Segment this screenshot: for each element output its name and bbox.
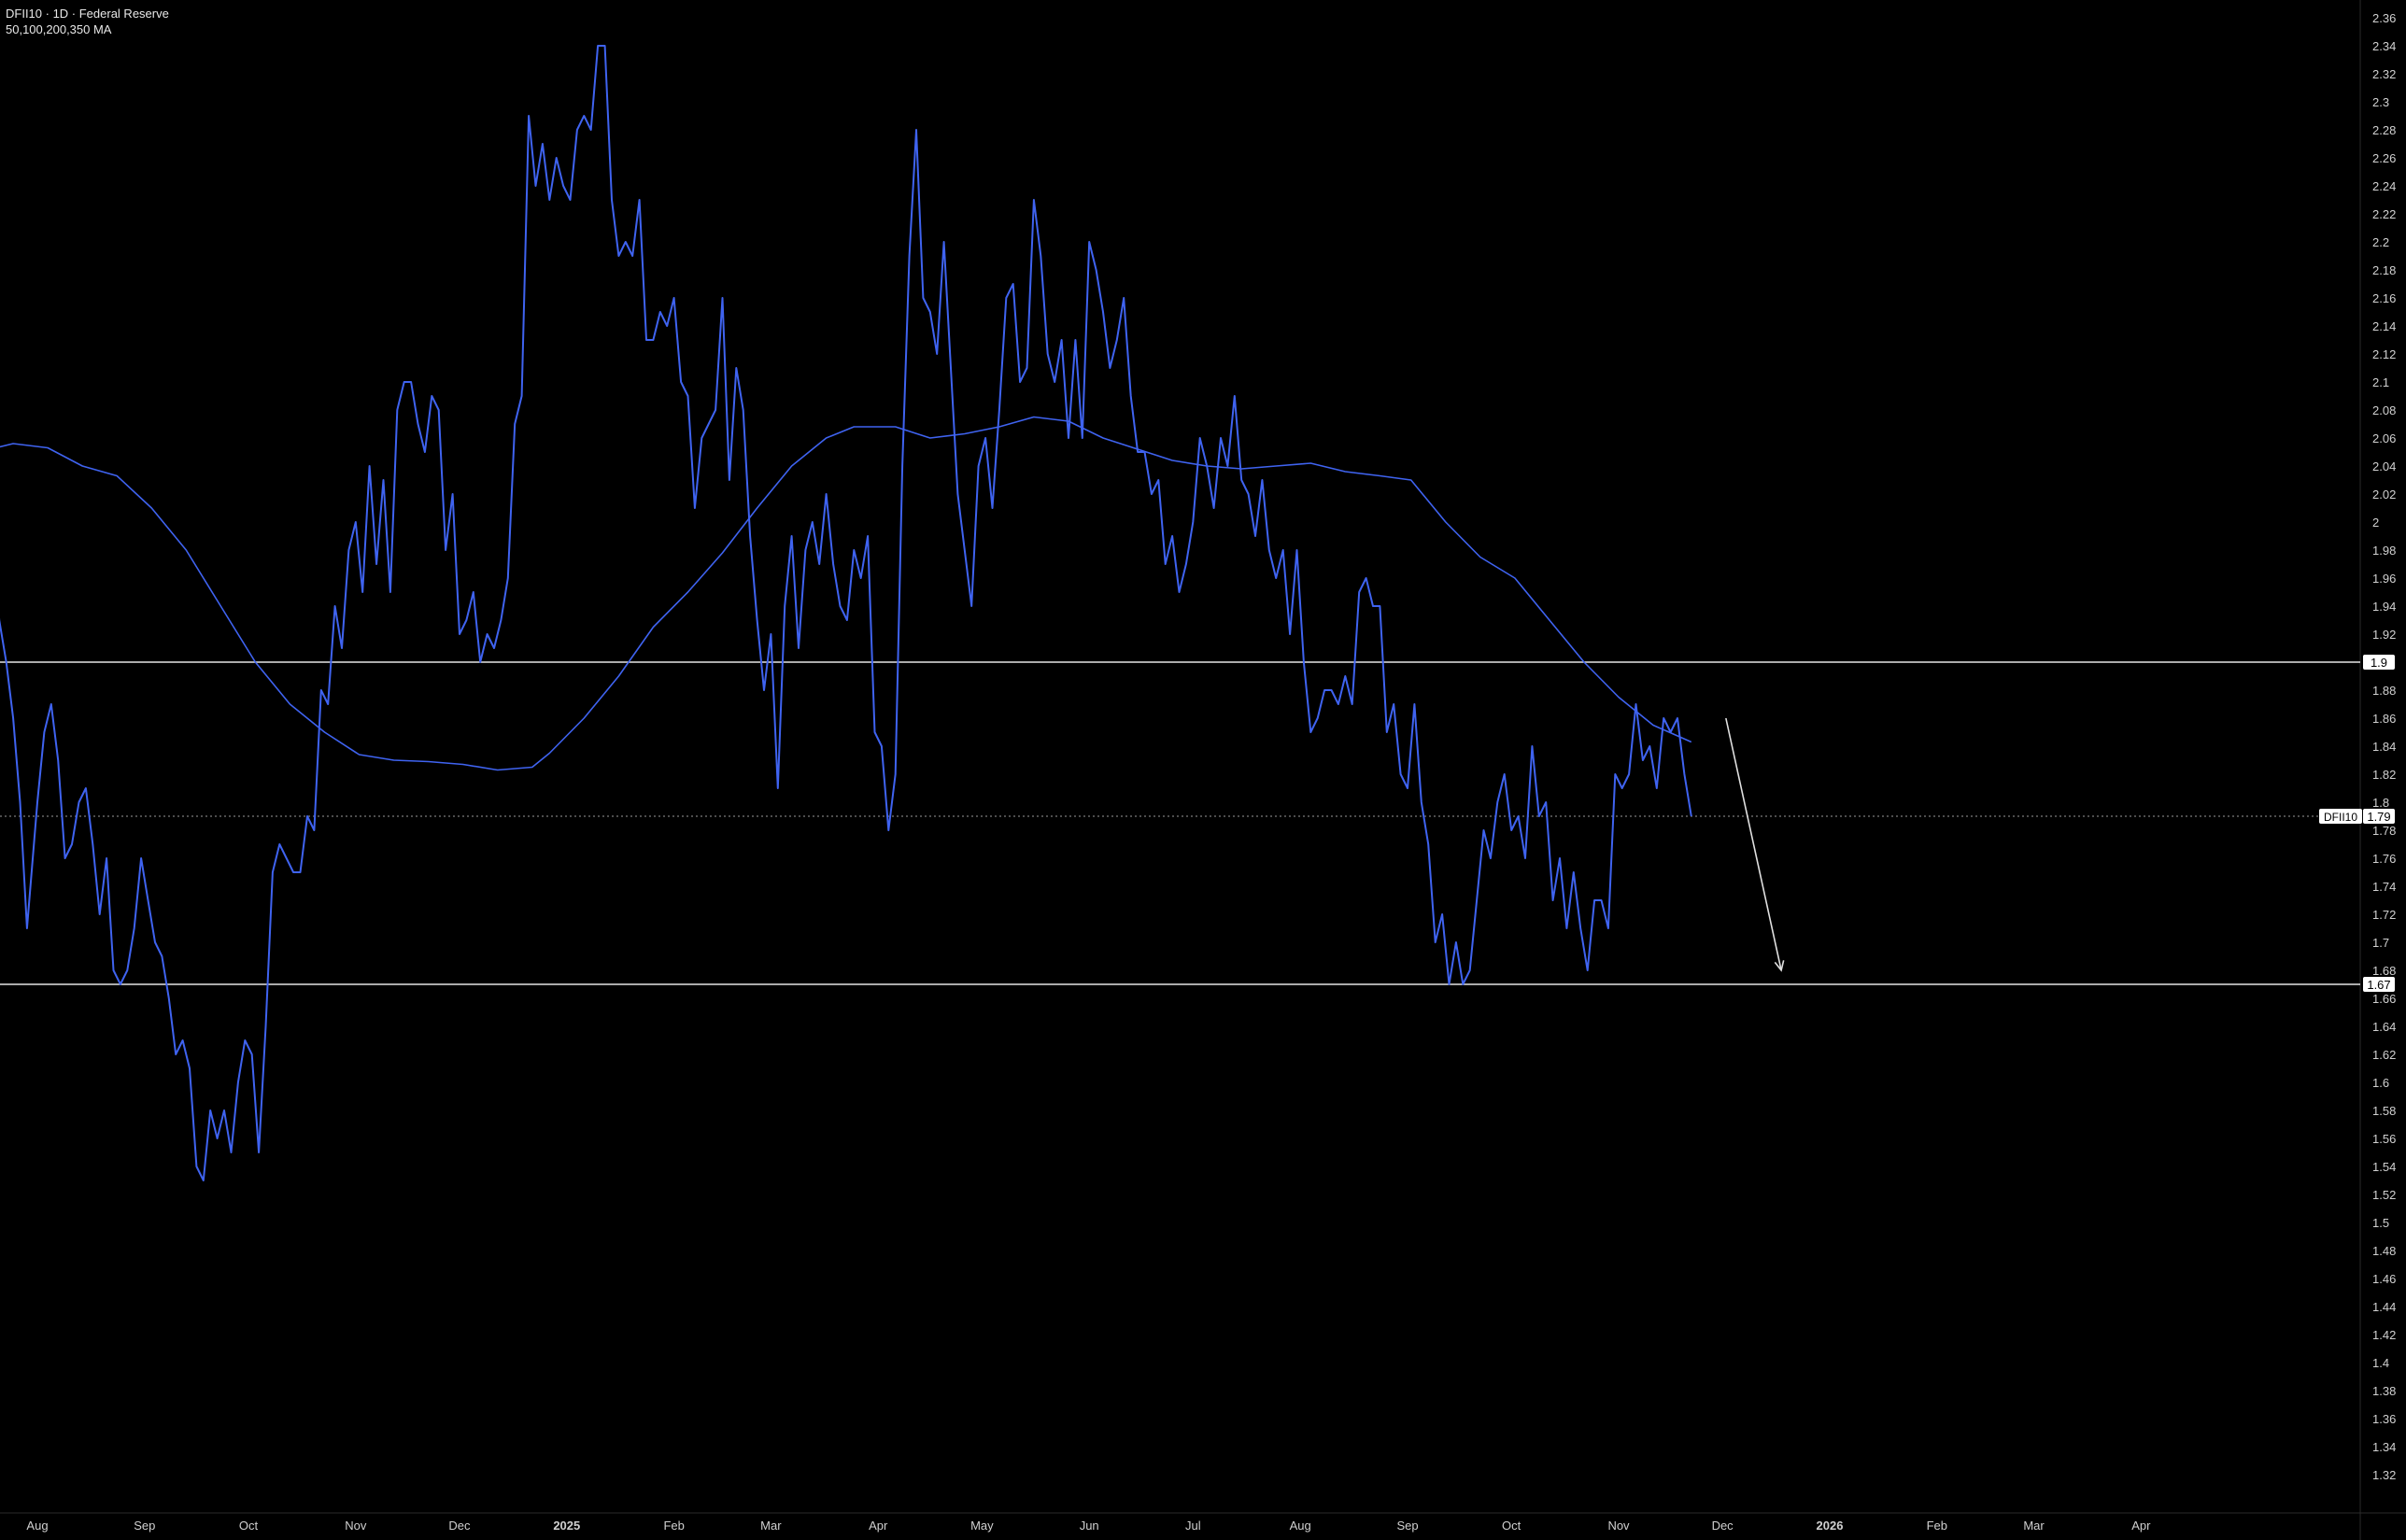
x-tick-label: Mar bbox=[2023, 1519, 2045, 1533]
x-tick-label: Mar bbox=[760, 1519, 782, 1533]
y-tick-label: 1.5 bbox=[2372, 1216, 2389, 1230]
price-level-label[interactable]: 1.9 bbox=[2363, 655, 2395, 670]
y-tick-label: 1.52 bbox=[2372, 1188, 2396, 1202]
y-tick-label: 1.32 bbox=[2372, 1468, 2396, 1482]
y-tick-label: 2.16 bbox=[2372, 291, 2396, 305]
y-axis[interactable]: 1.32 1.34 1.36 1.38 1.4 1.42 1.44 1.46 1.48 1.5 1.… bbox=[2372, 0, 2396, 1482]
chart-header: DFII10 · 1D · Federal Reserve 50,100,200… bbox=[6, 6, 169, 37]
x-tick-label: Nov bbox=[345, 1519, 367, 1533]
price-level-label[interactable]: 1.79 DFII10 bbox=[2319, 809, 2395, 824]
y-tick-label: 2.22 bbox=[2372, 207, 2396, 221]
y-tick-label: 1.88 bbox=[2372, 684, 2396, 698]
price-level-tag bbox=[2363, 977, 2395, 992]
price-level-tag bbox=[2363, 655, 2395, 670]
y-tick-label: 2.06 bbox=[2372, 431, 2396, 445]
x-tick-label: Sep bbox=[1396, 1519, 1418, 1533]
y-tick-label: 2.36 bbox=[2372, 11, 2396, 25]
y-tick-label: 1.74 bbox=[2372, 880, 2396, 894]
y-tick-label: 1.36 bbox=[2372, 1412, 2396, 1426]
y-tick-label: 1.72 bbox=[2372, 908, 2396, 922]
indicator-legend: 50,100,200,350 MA bbox=[6, 22, 112, 36]
x-tick-label: Aug bbox=[26, 1519, 48, 1533]
symbol-title: DFII10 · 1D · Federal Reserve bbox=[6, 7, 169, 21]
price-level-value: 1.67 bbox=[2367, 978, 2390, 992]
trend-arrow-line[interactable] bbox=[1725, 717, 1782, 971]
y-tick-label: 1.66 bbox=[2372, 992, 2396, 1006]
y-tick-label: 2.26 bbox=[2372, 151, 2396, 165]
x-tick-label: Nov bbox=[1607, 1519, 1630, 1533]
x-tick-label: Feb bbox=[663, 1519, 684, 1533]
y-tick-label: 1.84 bbox=[2372, 740, 2396, 754]
y-tick-label: 1.8 bbox=[2372, 796, 2389, 810]
y-tick-label: 1.54 bbox=[2372, 1160, 2396, 1174]
y-tick-label: 2.28 bbox=[2372, 123, 2396, 137]
price-level-tag bbox=[2363, 809, 2395, 824]
y-tick-label: 1.48 bbox=[2372, 1244, 2396, 1258]
series-name-tag bbox=[2319, 809, 2362, 824]
x-tick-label: Sep bbox=[134, 1519, 155, 1533]
price-level-value: 1.79 bbox=[2367, 810, 2390, 824]
y-tick-label: 1.38 bbox=[2372, 1384, 2396, 1398]
y-tick-label: 1.98 bbox=[2372, 544, 2396, 558]
y-tick-label: 2 bbox=[2372, 516, 2379, 530]
x-tick-label: 2026 bbox=[1817, 1519, 1844, 1533]
y-tick-label: 1.92 bbox=[2372, 628, 2396, 642]
y-tick-label: 1.42 bbox=[2372, 1328, 2396, 1342]
y-tick-label: 1.68 bbox=[2372, 964, 2396, 978]
y-tick-label: 2.34 bbox=[2372, 39, 2396, 53]
price-level-value: 1.9 bbox=[2371, 656, 2387, 670]
y-tick-label: 1.64 bbox=[2372, 1020, 2396, 1034]
moving-average-line[interactable] bbox=[0, 416, 1692, 771]
x-tick-label: Jul bbox=[1185, 1519, 1201, 1533]
x-tick-label: Oct bbox=[239, 1519, 259, 1533]
y-tick-label: 1.34 bbox=[2372, 1440, 2396, 1454]
y-tick-label: 2.3 bbox=[2372, 95, 2389, 109]
x-tick-label: Oct bbox=[1502, 1519, 1521, 1533]
y-tick-label: 1.46 bbox=[2372, 1272, 2396, 1286]
y-tick-label: 1.56 bbox=[2372, 1132, 2396, 1146]
x-tick-label: Apr bbox=[2131, 1519, 2151, 1533]
y-tick-label: 1.62 bbox=[2372, 1048, 2396, 1062]
y-tick-label: 2.14 bbox=[2372, 319, 2396, 333]
x-tick-label: Aug bbox=[1290, 1519, 1311, 1533]
y-tick-label: 1.96 bbox=[2372, 572, 2396, 586]
y-tick-label: 1.58 bbox=[2372, 1104, 2396, 1118]
y-tick-label: 2.04 bbox=[2372, 459, 2396, 473]
y-tick-label: 1.4 bbox=[2372, 1356, 2389, 1370]
price-series-line[interactable] bbox=[0, 45, 1692, 1181]
y-tick-label: 2.2 bbox=[2372, 235, 2389, 249]
price-level-label[interactable]: 1.67 bbox=[2363, 977, 2395, 992]
y-tick-label: 2.32 bbox=[2372, 67, 2396, 81]
y-tick-label: 2.1 bbox=[2372, 375, 2389, 389]
y-tick-label: 2.02 bbox=[2372, 487, 2396, 502]
y-tick-label: 1.86 bbox=[2372, 712, 2396, 726]
x-tick-label: 2025 bbox=[553, 1519, 580, 1533]
y-tick-label: 2.18 bbox=[2372, 263, 2396, 277]
y-tick-label: 1.78 bbox=[2372, 824, 2396, 838]
x-tick-label: Apr bbox=[869, 1519, 888, 1533]
y-tick-label: 1.94 bbox=[2372, 600, 2396, 614]
y-tick-label: 2.12 bbox=[2372, 347, 2396, 361]
trend-arrow-head bbox=[1774, 960, 1785, 972]
y-tick-label: 2.08 bbox=[2372, 403, 2396, 417]
y-tick-label: 1.44 bbox=[2372, 1300, 2396, 1314]
y-tick-label: 1.76 bbox=[2372, 852, 2396, 866]
x-tick-label: Dec bbox=[448, 1519, 471, 1533]
x-tick-label: May bbox=[970, 1519, 994, 1533]
y-tick-label: 1.7 bbox=[2372, 936, 2389, 950]
y-tick-label: 1.6 bbox=[2372, 1076, 2389, 1090]
x-tick-label: Jun bbox=[1080, 1519, 1099, 1533]
x-tick-label: Feb bbox=[1927, 1519, 1947, 1533]
y-tick-label: 1.82 bbox=[2372, 768, 2396, 782]
series-name-label: DFII10 bbox=[2324, 811, 2357, 824]
y-tick-label: 2.24 bbox=[2372, 179, 2396, 193]
x-axis[interactable]: Aug Sep Oct Nov Dec 2025 Feb Mar Apr May Jun Jul Aug… bbox=[26, 1519, 2151, 1533]
x-tick-label: Dec bbox=[1712, 1519, 1734, 1533]
